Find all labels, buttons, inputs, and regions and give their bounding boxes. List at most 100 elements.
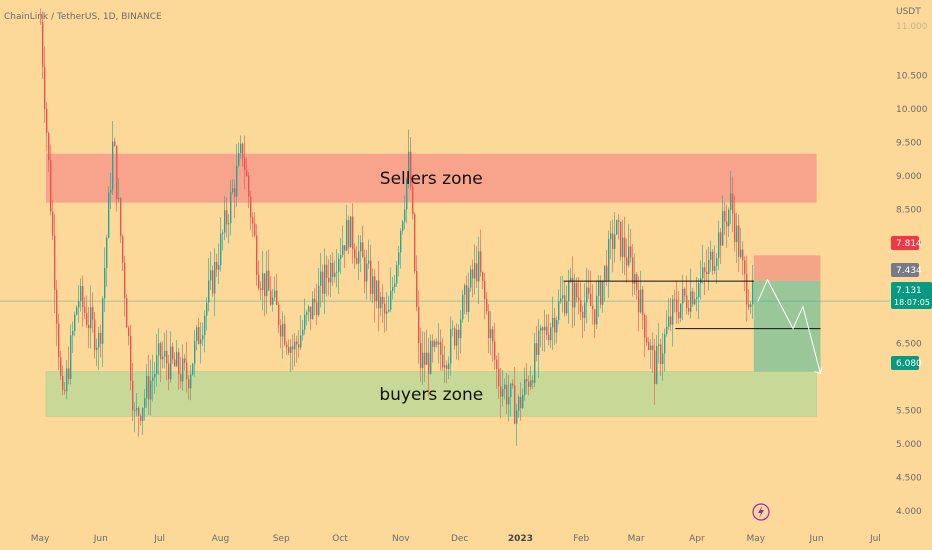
candle-body <box>714 265 716 271</box>
candle-body <box>406 179 408 210</box>
candle-body <box>322 271 324 294</box>
candle-body <box>210 270 212 281</box>
x-tick-label: Apr <box>689 534 705 544</box>
buyers-zone-rect[interactable] <box>45 371 817 417</box>
candle-body <box>214 262 216 294</box>
candle-body <box>248 175 250 197</box>
candle-body <box>750 304 752 308</box>
candle-body <box>152 377 154 381</box>
candle-body <box>588 287 590 294</box>
candle-body <box>534 343 536 383</box>
x-tick-label: Jun <box>809 534 824 544</box>
candle-body <box>418 306 420 344</box>
candle-body <box>698 283 700 298</box>
candle-body <box>412 186 414 214</box>
candle-body <box>260 288 262 290</box>
candle-body <box>40 21 42 23</box>
candle-body <box>500 386 502 397</box>
time-axis[interactable]: May Jun Jul Aug Sep Oct Nov Dec 2023 Feb Mar Apr May… <box>31 534 881 544</box>
candle-body <box>342 245 344 256</box>
candle-body <box>718 232 720 259</box>
candle-body <box>74 314 76 331</box>
candle-body <box>660 344 662 365</box>
candle-body <box>456 329 458 346</box>
candle-body <box>390 290 392 310</box>
candle-body <box>292 346 294 350</box>
candle-body <box>734 213 736 243</box>
x-tick-label: Aug <box>212 534 230 544</box>
candle-body <box>426 352 428 365</box>
candle-body <box>674 299 676 301</box>
candle-body <box>596 295 598 325</box>
candle-body <box>180 374 182 382</box>
candle-body <box>474 263 476 279</box>
candle-body <box>42 22 44 68</box>
candle-body <box>102 298 104 344</box>
candle-body <box>548 334 550 341</box>
candle-body <box>246 170 248 176</box>
candle-body <box>594 309 596 325</box>
candle-body <box>126 298 128 328</box>
candle-body <box>80 285 82 302</box>
candle-body <box>648 342 650 350</box>
candle-body <box>600 280 602 305</box>
candle-body <box>392 287 394 291</box>
candle-body <box>448 363 450 369</box>
candle-body <box>332 262 334 277</box>
candle-body <box>54 235 56 291</box>
candle-body <box>538 330 540 355</box>
candle-body <box>478 251 480 282</box>
candle-body <box>662 353 664 365</box>
candle-body <box>462 294 464 320</box>
candle-body <box>540 327 542 331</box>
candle-body <box>522 395 524 408</box>
candle-body <box>592 305 594 310</box>
candle-body <box>586 287 588 303</box>
candle-body <box>372 276 374 295</box>
candle-body <box>166 350 168 364</box>
candle-body <box>320 271 322 286</box>
candle-body <box>306 312 308 315</box>
candle-body <box>518 396 520 411</box>
short-position-risk[interactable] <box>753 255 821 281</box>
price-axis[interactable]: USDT 11.000 10.50010.0009.5009.0008.5008… <box>896 7 928 517</box>
sellers-zone-rect[interactable] <box>46 153 817 203</box>
candle-body <box>706 271 708 274</box>
candle-body <box>566 301 568 314</box>
candle-body <box>184 358 186 363</box>
candle-body <box>650 345 652 350</box>
lightning-icon[interactable] <box>752 503 770 521</box>
candle-body <box>670 316 672 325</box>
candle-body <box>732 193 734 214</box>
candle-body <box>114 141 116 146</box>
x-tick-label: Jul <box>869 534 881 544</box>
projection-path[interactable] <box>757 278 821 374</box>
candle-body <box>360 242 362 252</box>
short-position-reward[interactable] <box>753 280 821 372</box>
candle-body <box>508 396 510 405</box>
candle-body <box>476 263 478 282</box>
candle-body <box>46 109 48 134</box>
candle-body <box>138 407 140 416</box>
candle-body <box>358 251 360 264</box>
candle-body <box>236 165 238 197</box>
candle-body <box>286 344 288 348</box>
candle-body <box>58 323 60 358</box>
candle-body <box>136 407 138 411</box>
candle-body <box>84 306 86 313</box>
y-tick-faded: 11.000 <box>896 22 928 32</box>
candle-body <box>330 262 332 283</box>
candle-body <box>530 380 532 387</box>
candle-body <box>186 362 188 380</box>
candle-body <box>488 310 490 339</box>
candle-body <box>56 290 58 324</box>
price-tag-stop-text: 7.814 <box>896 239 922 249</box>
candle-body <box>728 209 730 227</box>
candle-body <box>318 285 320 316</box>
candle-body <box>466 285 468 313</box>
candle-body <box>298 344 300 348</box>
candle-body <box>576 282 578 298</box>
candle-body <box>134 410 136 411</box>
